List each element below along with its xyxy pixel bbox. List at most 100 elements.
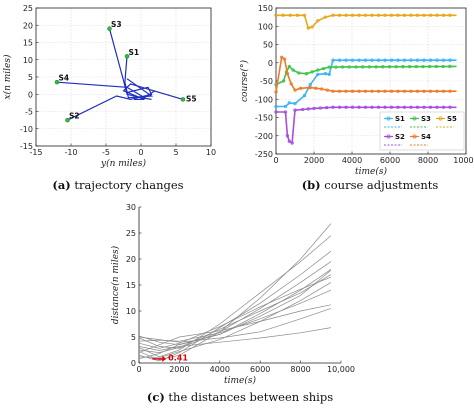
course-marker [422,105,426,109]
course-marker [396,89,400,93]
course-marker [337,105,342,109]
course-marker [350,13,355,17]
course-marker [316,68,320,72]
course-marker [409,89,413,93]
x-axis-label: time(s) [224,375,256,386]
y-tick-label: -150 [255,114,273,123]
course-marker [415,13,420,17]
ship-start-marker [180,97,186,102]
course-marker [370,89,374,93]
course-marker [389,89,394,93]
annotation-arrowhead [162,355,167,362]
course-marker [274,104,278,109]
trajectory-s5 [122,83,184,101]
y-axis-label: distance(n miles) [110,245,121,324]
course-marker [402,13,407,17]
annotation-label: 0.41 [168,353,188,362]
course-marker [337,58,342,62]
caption-letter: (c) [147,390,165,404]
course-marker [376,105,381,109]
course-marker [448,105,452,109]
course-marker [448,64,452,69]
course-marker [367,65,372,69]
course-marker [448,58,452,62]
x-tick-label: 4000 [210,365,230,374]
course-marker [428,89,433,93]
course-marker [331,58,335,62]
x-tick-label: 10000 [453,156,474,165]
course-marker [350,89,355,93]
course-series-s3 [274,64,457,87]
course-marker [290,141,294,145]
x-tick-label: 4000 [342,156,362,165]
trajectory-s2 [67,86,153,121]
course-marker [441,89,446,93]
course-marker [350,58,355,62]
x-axis-label: y(n miles) [100,158,146,169]
legend-box [379,111,465,151]
y-tick-label: 0 [131,359,136,368]
course-marker [441,58,446,62]
course-marker [308,85,312,90]
legend-label: S2 [395,133,405,141]
x-tick-label: 0 [138,148,143,157]
course-marker [428,64,432,69]
course-marker [448,89,452,93]
legend-marker [412,116,417,121]
course-marker [331,105,335,109]
panel-b: 0 2000 4000 6000 8000 10000 -250 -200 -150 -100 -5… [239,4,474,177]
legend-label: S1 [395,115,405,123]
ship-label: S3 [111,20,122,29]
course-marker [389,58,394,62]
course-marker [409,13,413,17]
y-tick-label: -5 [25,108,33,117]
course-marker [402,89,407,93]
course-marker [297,71,301,75]
course-marker [344,58,348,62]
legend: S1 S3 S5 S2 S4 [379,111,465,151]
course-marker [422,89,426,93]
course-marker [287,64,291,69]
course-marker [441,105,446,109]
y-tick-label: 25 [23,4,33,13]
course-marker [344,105,348,109]
x-tick-label: 0 [136,365,141,374]
course-marker [357,89,361,93]
course-marker [274,13,278,17]
course-marker [285,72,290,76]
course-marker [421,64,425,69]
course-marker [428,105,433,109]
course-marker [409,105,413,109]
course-marker [363,13,368,17]
course-marker [291,68,295,72]
caption-letter: (b) [302,178,321,192]
x-tick-label: 2000 [169,365,189,374]
course-marker [316,19,320,23]
y-tick-label: 5 [28,73,33,82]
y-tick-label: -100 [255,95,273,104]
course-marker [357,105,361,109]
caption-text: course adjustments [324,178,438,192]
course-marker [361,65,365,69]
y-tick-label: 100 [258,22,273,31]
course-marker [428,58,433,62]
course-marker [402,58,407,62]
course-marker [274,110,278,114]
distance-line [138,282,332,359]
x-tick-label: -15 [29,148,42,157]
course-marker [331,89,335,93]
x-tick-label: 2000 [304,156,324,165]
course-marker [396,58,400,62]
distance-line [138,269,332,346]
course-marker [435,13,439,17]
course-series-s2 [274,105,457,145]
y-tick-label: -50 [260,77,273,86]
course-marker [280,55,284,59]
y-tick-label: -10 [20,125,33,134]
ship-label: S5 [186,94,197,103]
course-marker [285,134,290,138]
course-marker [281,13,285,17]
ship-label: S4 [59,74,70,83]
x-tick-label: 6000 [380,156,400,165]
